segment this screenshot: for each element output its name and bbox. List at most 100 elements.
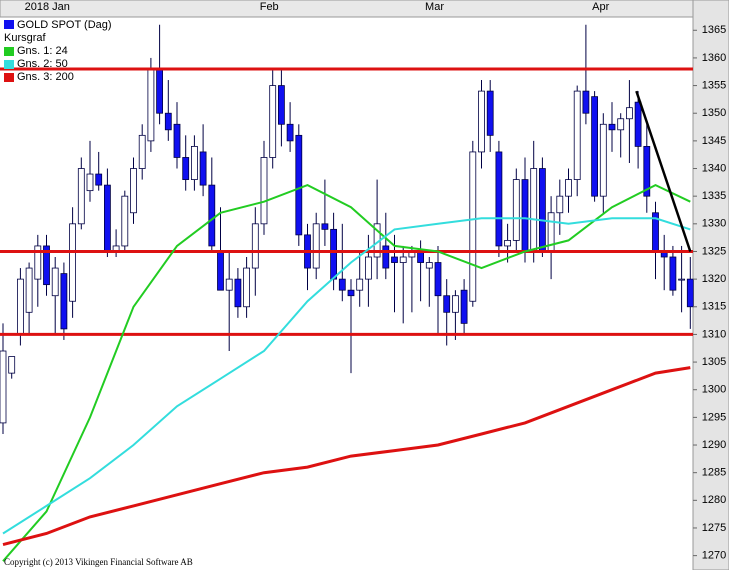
candle-body [347,289,355,297]
legend-title: GOLD SPOT (Dag) [17,19,112,31]
candle-body [25,267,33,313]
candle-body [43,245,50,286]
candle-body [69,223,76,302]
moving-average [2,183,691,562]
month-label: Feb [260,1,279,13]
trend-line [635,90,692,252]
candle-body [573,90,581,180]
candle-body [521,179,529,252]
candle-body [425,262,433,269]
y-tick-label: 1310 [702,328,726,340]
y-tick-label: 1335 [702,190,726,202]
candle-body [16,278,24,335]
candle-body [130,168,137,214]
candle-body [478,90,485,153]
candle-body [626,107,633,120]
candle-body [608,123,616,131]
legend-label: Gns. 2: 50 [17,58,68,70]
candle-body [338,278,346,291]
header-strip [0,0,694,18]
candle-body [60,273,68,330]
candle-body [599,123,607,197]
month-label: Apr [592,1,609,13]
candle-body [330,228,338,280]
candle-body [190,146,198,180]
candle-body [356,278,364,291]
candle-body [556,195,564,214]
y-tick-label: 1360 [702,52,726,64]
candle-body [417,251,425,263]
candle-body [512,179,520,241]
legend-swatch [4,73,14,82]
candle-body [269,85,277,158]
candle-body [469,151,477,302]
candle-body [321,223,329,230]
candle-body [486,90,494,136]
y-tick-label: 1305 [702,356,726,368]
candle-body [643,146,651,197]
candle-body [0,350,7,424]
legend-swatch [4,60,14,69]
candle-body [295,134,303,236]
candle-body [147,68,155,142]
y-tick-label: 1315 [702,301,726,313]
y-tick-label: 1340 [702,162,726,174]
candle-body [251,223,259,269]
y-tick-label: 1330 [702,218,726,230]
legend: GOLD SPOT (Dag) Kursgraf [4,19,112,44]
candle-body [591,96,598,197]
y-tick-label: 1300 [702,384,726,396]
y-tick-label: 1295 [702,411,726,423]
candle-body [399,256,407,263]
candle-body [225,278,233,291]
candle-body [451,295,459,313]
candle-body [8,356,16,374]
y-tick-label: 1275 [702,522,726,534]
candle-body [260,157,268,225]
candle-body [312,223,320,269]
legend-subtitle: Kursgraf [4,32,47,44]
candle-body [51,267,59,297]
moving-average [2,366,691,547]
candle-body [460,289,468,324]
month-label: 2018 Jan [25,1,70,13]
candle-body [182,157,190,180]
candle-body [121,195,129,247]
candle-body [199,151,207,186]
y-tick-label: 1290 [702,439,726,451]
month-label: Mar [425,1,444,13]
candle-body [86,173,94,192]
y-tick-label: 1280 [702,494,726,506]
candle-body [173,123,181,158]
y-tick-label: 1345 [702,135,726,147]
candle-body [138,134,146,169]
candle-body [95,173,103,186]
plot [0,24,694,562]
copyright: Copyright (c) 2013 Vikingen Financial So… [4,557,193,567]
candle-body [678,278,685,281]
candle-body [104,184,111,252]
y-tick-label: 1355 [702,79,726,91]
candle-body [156,68,164,114]
candle-body [539,168,546,252]
candle-body [243,267,251,308]
candle-body [286,123,294,142]
candle-body [686,278,694,308]
y-tick-label: 1270 [702,550,726,562]
candle-body [208,184,216,247]
y-tick-label: 1365 [702,24,726,36]
moving-average [2,217,691,535]
candle-body [34,245,42,280]
y-tick-label: 1285 [702,467,726,479]
candle-body [669,256,677,291]
candle-body [634,101,642,147]
legend-label: Gns. 3: 200 [17,71,74,83]
y-tick-label: 1320 [702,273,726,285]
candle-body [582,90,590,114]
candle-body [277,85,285,125]
candle-body [382,245,390,269]
candle-body [617,118,625,131]
candle-body [504,240,512,247]
